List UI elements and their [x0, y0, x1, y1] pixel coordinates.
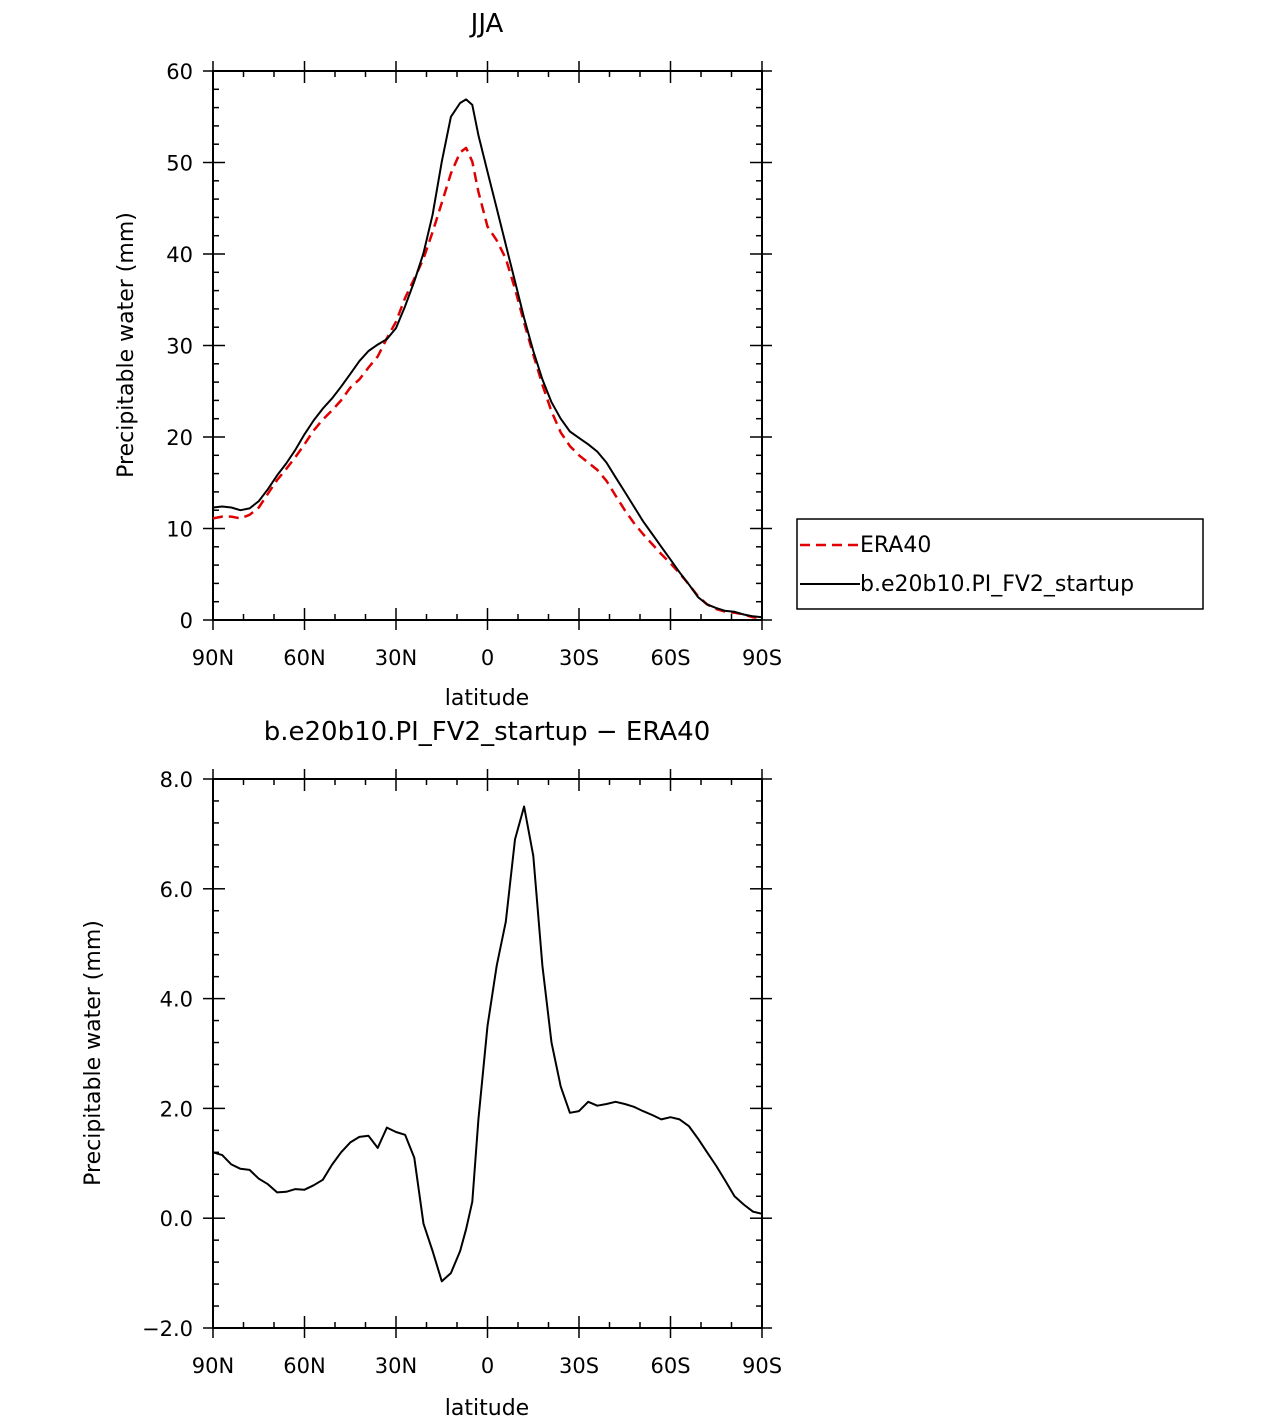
y-tick-label: 50 — [166, 152, 193, 176]
top-panel: JJA 0 10 20 30 40 50 60 90N 60N 30N 0 30S 60S 90S la… — [114, 9, 782, 711]
bottom-panel: b.e20b10.PI_FV2_startup − ERA40 −2.0 0.0 2… — [81, 717, 782, 1421]
y-tick-label: 8.0 — [160, 768, 193, 792]
top-chart-title: JJA — [469, 9, 504, 39]
x-tick-label: 30N — [375, 1354, 417, 1378]
x-tick-label: 60N — [283, 1354, 325, 1378]
bottom-series-group — [212, 805, 763, 1283]
x-tick-label: 30S — [559, 646, 599, 670]
b-e20b10-pi-fv2-startup-series-line — [212, 98, 763, 619]
y-tick-label: −2.0 — [142, 1317, 193, 1341]
y-tick-label: 10 — [166, 518, 193, 542]
y-tick-label: 6.0 — [160, 878, 193, 902]
top-y-tick-labels: 0 10 20 30 40 50 60 — [166, 60, 193, 633]
y-tick-label: 60 — [166, 60, 193, 84]
era40-series-line — [212, 146, 763, 620]
x-tick-label: 90N — [192, 1354, 234, 1378]
legend-era40-label: ERA40 — [860, 533, 931, 558]
x-tick-label: 60S — [650, 1354, 690, 1378]
x-tick-label: 90N — [192, 646, 234, 670]
top-series-group — [212, 98, 763, 620]
top-y-axis-label: Precipitable water (mm) — [114, 212, 139, 478]
top-plot-frame — [212, 70, 763, 621]
x-tick-label: 0 — [481, 646, 494, 670]
y-tick-label: 40 — [166, 243, 193, 267]
legend-box — [796, 518, 1204, 610]
difference-series-line — [212, 805, 763, 1283]
bottom-chart-title: b.e20b10.PI_FV2_startup − ERA40 — [264, 717, 711, 747]
x-tick-label: 90S — [742, 646, 782, 670]
y-tick-label: 4.0 — [160, 988, 193, 1012]
bottom-x-axis-label: latitude — [445, 1396, 529, 1421]
y-tick-label: 30 — [166, 335, 193, 359]
x-tick-label: 60S — [650, 646, 690, 670]
bottom-ticks — [203, 769, 772, 1338]
x-tick-label: 0 — [481, 1354, 494, 1378]
y-tick-label: 20 — [166, 426, 193, 450]
y-tick-label: 0 — [180, 609, 193, 633]
legend: ERA40 b.e20b10.PI_FV2_startup — [796, 518, 1204, 610]
bottom-plot-frame — [212, 778, 763, 1329]
x-tick-label: 30N — [375, 646, 417, 670]
x-tick-label: 90S — [742, 1354, 782, 1378]
bottom-y-axis-label: Precipitable water (mm) — [81, 920, 106, 1186]
x-tick-label: 30S — [559, 1354, 599, 1378]
x-tick-label: 60N — [283, 646, 325, 670]
y-tick-label: 2.0 — [160, 1097, 193, 1121]
top-x-axis-label: latitude — [445, 686, 529, 711]
bottom-x-tick-labels: 90N 60N 30N 0 30S 60S 90S — [192, 1354, 782, 1378]
top-x-tick-labels: 90N 60N 30N 0 30S 60S 90S — [192, 646, 782, 670]
bottom-y-tick-labels: −2.0 0.0 2.0 4.0 6.0 8.0 — [142, 768, 193, 1341]
legend-model-label: b.e20b10.PI_FV2_startup — [860, 572, 1134, 597]
top-ticks — [203, 61, 772, 630]
y-tick-label: 0.0 — [160, 1207, 193, 1231]
